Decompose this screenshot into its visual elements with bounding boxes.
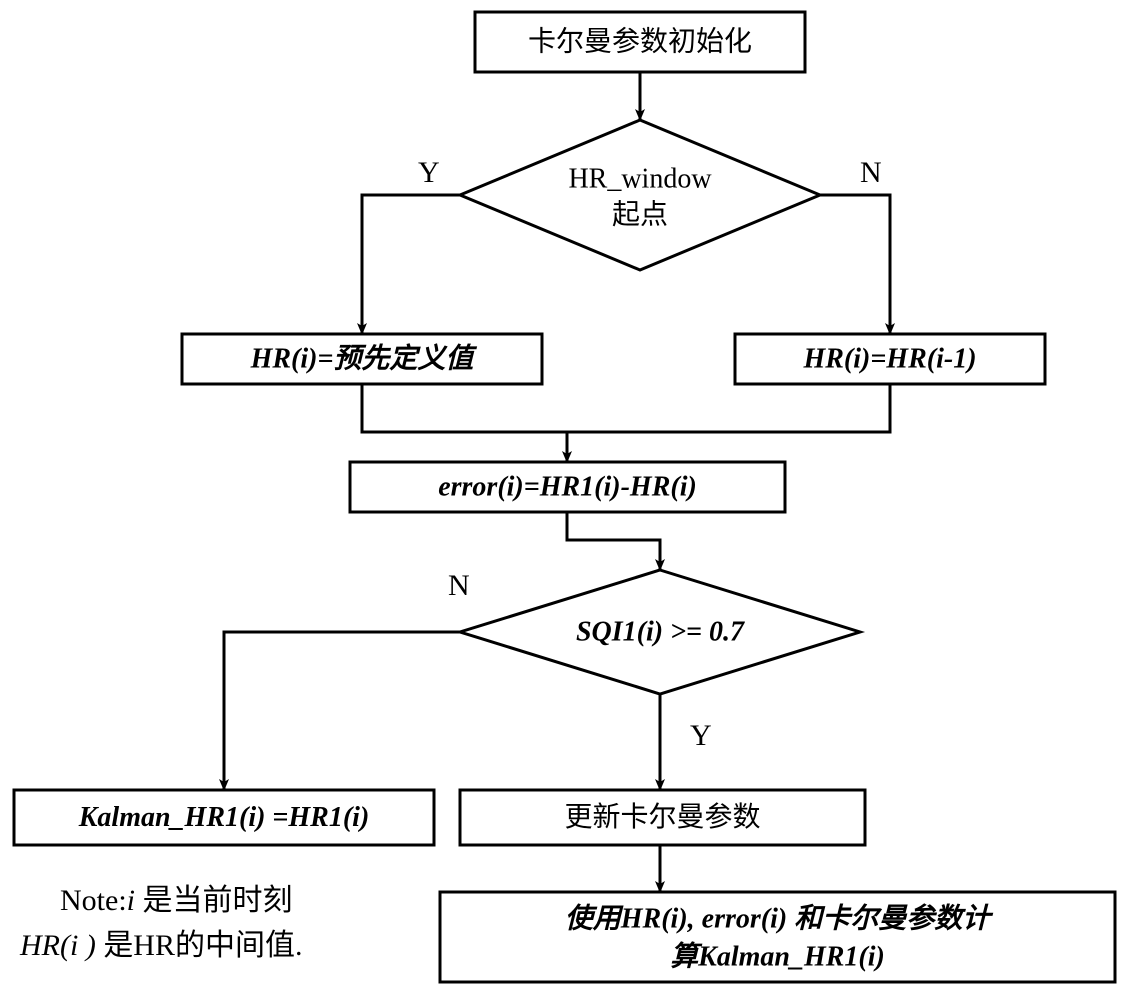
node-text: HR_window — [568, 163, 712, 194]
flowchart-canvas: 卡尔曼参数初始化 HR_window 起点 HR(i)=预先定义值 HR(i)=HR(i… — [0, 0, 1139, 996]
node-text: HR(i)=HR(i-1) — [802, 343, 976, 374]
branch-label: Y — [690, 719, 712, 752]
node-n4: HR(i)=HR(i-1) — [735, 334, 1045, 384]
node-n3: HR(i)=预先定义值 — [182, 334, 542, 384]
node-text: 更新卡尔曼参数 — [564, 801, 760, 833]
node-n5: error(i)=HR1(i)-HR(i) — [350, 462, 785, 512]
branch-label: N — [860, 156, 882, 189]
branch-label: Y — [418, 156, 440, 189]
node-n9: 使用HR(i), error(i) 和卡尔曼参数计算Kalman_HR1(i) — [440, 892, 1115, 982]
node-n8: 更新卡尔曼参数 — [460, 790, 865, 845]
node-text: HR(i)=预先定义值 — [250, 342, 478, 374]
node-text: 算Kalman_HR1(i) — [670, 940, 885, 972]
node-text: 起点 — [612, 199, 668, 230]
node-n7: Kalman_HR1(i) =HR1(i) — [14, 790, 434, 845]
node-n1: 卡尔曼参数初始化 — [475, 12, 805, 72]
note-line: Note:i 是当前时刻 — [60, 884, 293, 917]
branch-label: N — [448, 569, 470, 602]
node-text: SQI1(i) >= 0.7 — [576, 616, 745, 647]
node-text: 使用HR(i), error(i) 和卡尔曼参数计 — [565, 902, 994, 934]
node-text: Kalman_HR1(i) =HR1(i) — [78, 802, 370, 833]
node-text: 卡尔曼参数初始化 — [528, 25, 752, 57]
node-text: error(i)=HR1(i)-HR(i) — [438, 471, 697, 502]
note-line: HR(i ) 是HR的中间值. — [19, 929, 303, 962]
